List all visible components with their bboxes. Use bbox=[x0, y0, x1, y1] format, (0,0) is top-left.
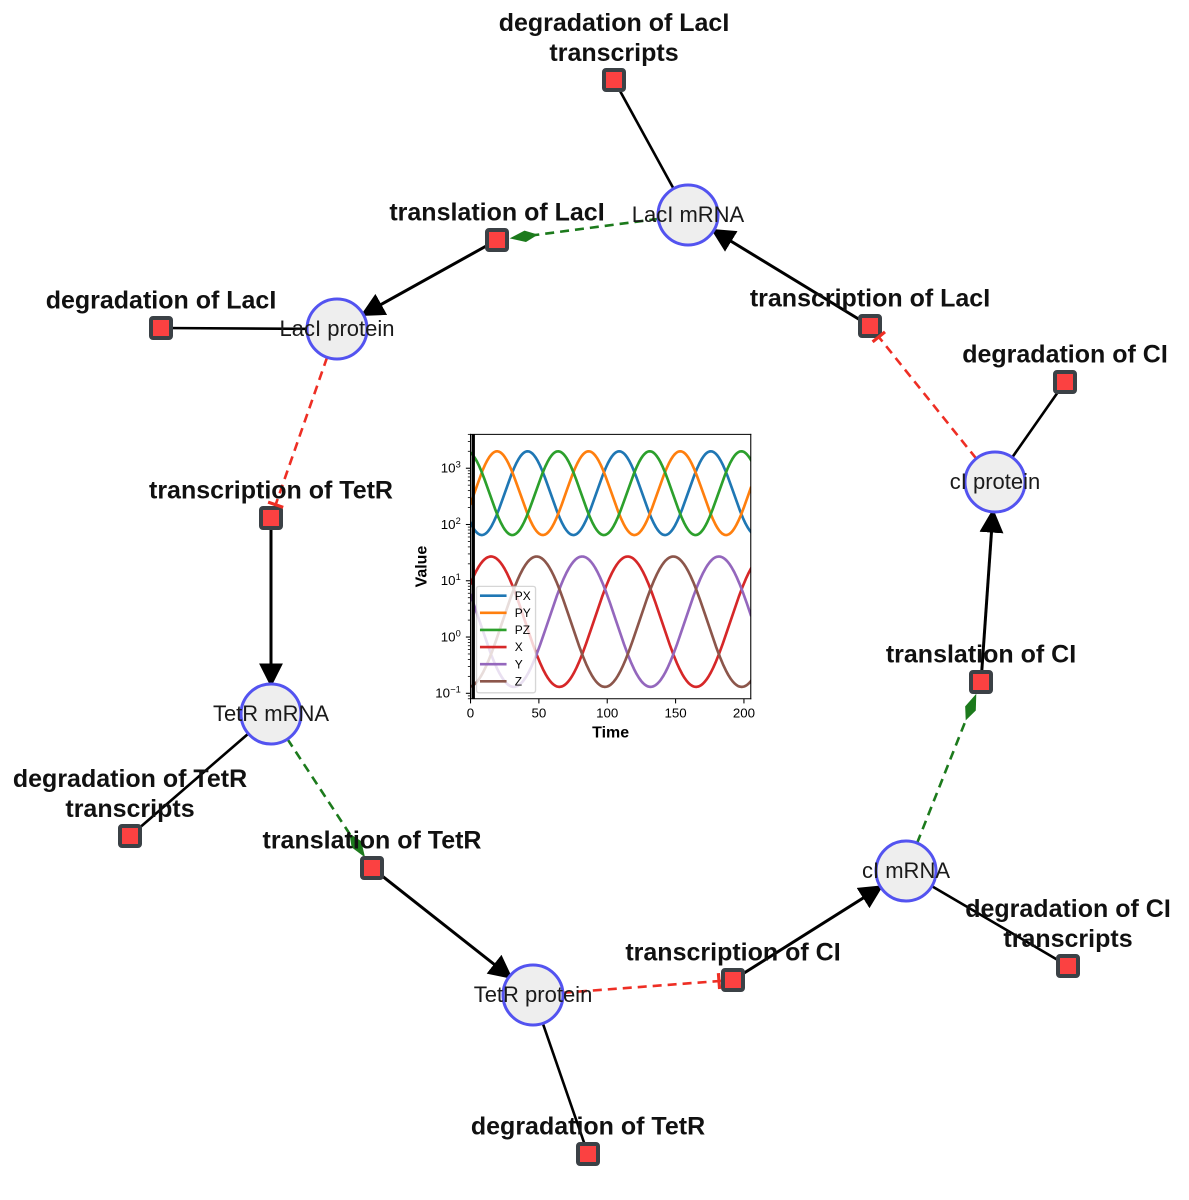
svg-text:Time: Time bbox=[592, 724, 629, 741]
svg-text:50: 50 bbox=[531, 706, 546, 721]
svg-text:Value: Value bbox=[414, 546, 431, 588]
svg-text:200: 200 bbox=[733, 706, 755, 721]
svg-text:PZ: PZ bbox=[515, 623, 530, 637]
svg-text:PY: PY bbox=[515, 606, 531, 620]
svg-text:150: 150 bbox=[664, 706, 686, 721]
svg-text:Z: Z bbox=[515, 675, 522, 689]
svg-text:0: 0 bbox=[467, 706, 474, 721]
svg-text:PX: PX bbox=[515, 589, 531, 603]
svg-text:100: 100 bbox=[596, 706, 618, 721]
svg-text:Y: Y bbox=[515, 657, 523, 671]
svg-text:X: X bbox=[515, 640, 523, 654]
